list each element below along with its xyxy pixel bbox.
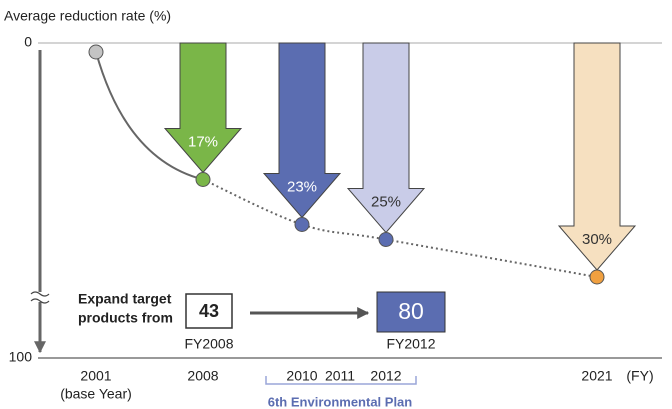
trend-solid: [95, 51, 204, 181]
y-tick-label: 100: [9, 349, 33, 365]
data-point: [294, 217, 310, 232]
y-axis-title: Average reduction rate (%): [4, 8, 171, 24]
plan-bracket: [265, 376, 417, 385]
target-to-box: [376, 291, 446, 333]
data-point: [88, 44, 104, 60]
value-label: 25%: [371, 193, 401, 210]
reduction-arrow: [163, 42, 243, 174]
reduction-arrow: [262, 42, 342, 219]
target-from-box: [185, 293, 233, 329]
axis-break: [30, 291, 50, 304]
x-tick-label: 2012: [370, 368, 401, 384]
target-to-year: FY2012: [386, 336, 435, 352]
target-from: 43: [199, 301, 219, 321]
y-tick-label: 0: [24, 34, 32, 50]
value-label: 30%: [582, 231, 612, 248]
value-label: 23%: [287, 178, 317, 195]
x-tick-label: 2001: [80, 368, 111, 384]
trend-dotted: [202, 178, 598, 278]
reduction-arrow: [346, 42, 426, 234]
target-to: 80: [398, 298, 424, 324]
data-point: [378, 232, 394, 247]
reduction-arrow: [557, 42, 637, 271]
x-tick-note: (base Year): [60, 386, 132, 402]
x-tick-label: 2011: [325, 368, 355, 384]
target-label: Expand target: [78, 291, 172, 307]
data-point: [195, 172, 211, 187]
target-from-year: FY2008: [184, 336, 233, 352]
plan-label: 6th Environmental Plan: [268, 394, 413, 409]
value-label: 17%: [188, 133, 218, 150]
target-label: products from: [78, 310, 173, 326]
x-tick-label: 2021: [581, 368, 612, 384]
data-point: [589, 269, 605, 285]
x-tick-label: 2010: [286, 368, 317, 384]
x-axis-unit: (FY): [626, 368, 653, 384]
x-tick-label: 2008: [187, 368, 218, 384]
axis-break-gap: [30, 292, 50, 302]
